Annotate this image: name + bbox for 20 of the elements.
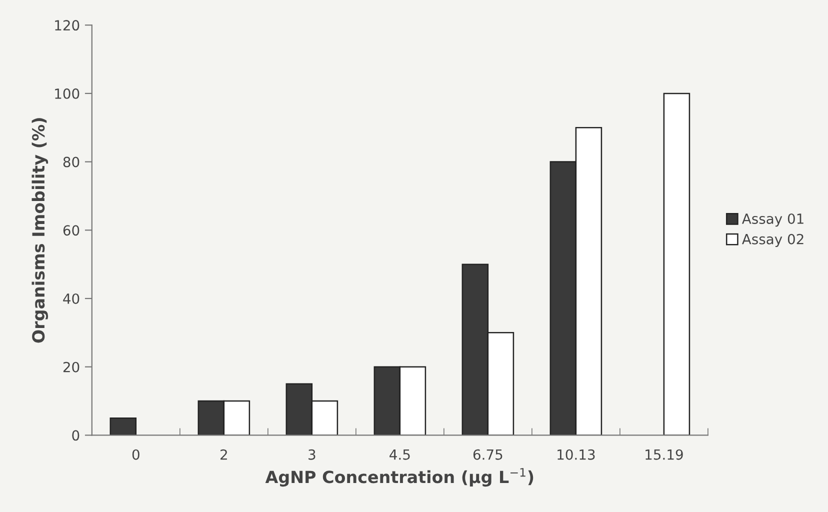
y-tick-label: 120 xyxy=(55,20,80,31)
y-tick-label: 60 xyxy=(63,225,80,236)
bar xyxy=(663,92,690,436)
legend-label: Assay 01 xyxy=(742,213,804,227)
x-tick-label: 6.75 xyxy=(473,449,502,460)
y-tick-label: 80 xyxy=(63,156,80,168)
x-tick-label: 3 xyxy=(308,449,316,460)
legend-label: Assay 02 xyxy=(742,234,804,248)
y-tick-label: 40 xyxy=(63,293,80,304)
x-axis-title: AgNP Concentration (µg L$^{−1}$) xyxy=(265,468,534,487)
x-tick-label: 10.13 xyxy=(558,449,595,460)
x-tick-label: 2 xyxy=(220,449,227,460)
x-tick-label: 15.19 xyxy=(646,449,683,460)
y-axis-title: Organisms Imobility (%) xyxy=(32,118,48,343)
x-tick-label: 0 xyxy=(132,449,140,460)
bar xyxy=(110,417,137,436)
y-tick-label: 0 xyxy=(72,430,80,441)
y-tick-label: 20 xyxy=(63,362,80,372)
x-tick-label: 4.5 xyxy=(390,450,410,460)
y-tick-label: 100 xyxy=(55,88,80,99)
